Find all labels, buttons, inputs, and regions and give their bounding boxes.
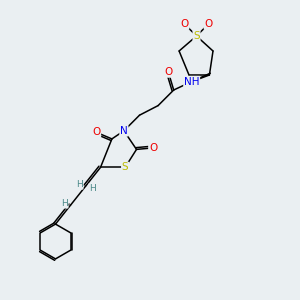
Text: NH: NH bbox=[184, 76, 200, 87]
Text: O: O bbox=[92, 127, 100, 137]
Text: S: S bbox=[122, 162, 128, 172]
Text: H: H bbox=[89, 184, 95, 193]
Text: H: H bbox=[76, 180, 83, 189]
Text: S: S bbox=[193, 31, 200, 41]
Text: O: O bbox=[164, 67, 172, 77]
Text: N: N bbox=[120, 126, 128, 136]
Text: H: H bbox=[61, 199, 68, 208]
Text: O: O bbox=[180, 19, 189, 29]
Text: O: O bbox=[204, 19, 213, 29]
Text: O: O bbox=[149, 143, 157, 153]
